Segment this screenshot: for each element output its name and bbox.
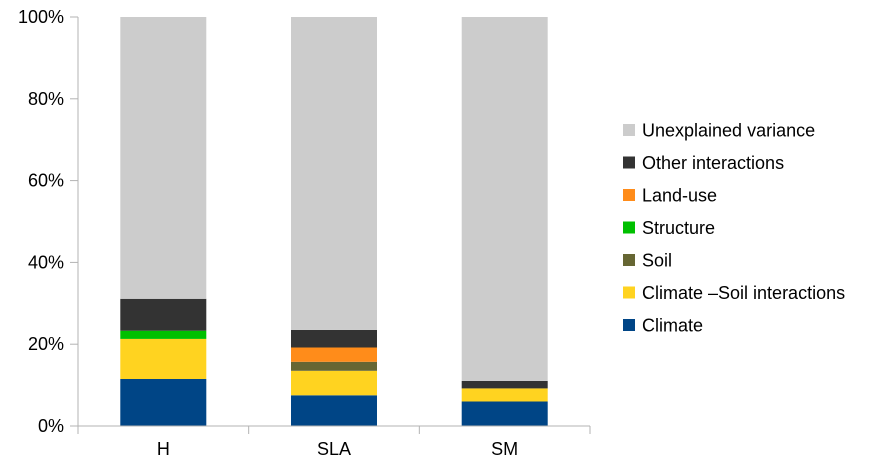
- bar-segment-sla-1: [291, 370, 377, 396]
- axes-group: 0% 20% 40% 60% 80% 100% H SLA SM: [18, 7, 591, 459]
- bar-segment-sm-0: [461, 401, 548, 426]
- legend-label: Soil: [642, 251, 672, 271]
- bar-segment-h-0: [120, 379, 207, 426]
- legend-label: Unexplained variance: [642, 121, 815, 141]
- bars-group: [120, 17, 548, 426]
- bar-segment-sla-6: [291, 17, 377, 330]
- bar-segment-sm-1: [461, 388, 548, 402]
- bar-segment-sla-5: [291, 329, 377, 348]
- legend: Unexplained variance Other interactions La…: [623, 121, 845, 336]
- y-tick-label: 20%: [28, 334, 64, 354]
- bar-segment-h-6: [120, 17, 207, 299]
- y-tick-label: 0%: [38, 416, 64, 436]
- legend-swatch: [623, 189, 635, 201]
- legend-swatch: [623, 156, 635, 169]
- legend-label: Structure: [642, 218, 715, 238]
- x-tick-label: SLA: [317, 439, 351, 459]
- bar-segment-sm-6: [461, 17, 548, 381]
- legend-label: Other interactions: [642, 153, 784, 173]
- legend-swatch: [623, 319, 635, 331]
- legend-swatch: [623, 124, 635, 136]
- legend-label: Land-use: [642, 186, 717, 206]
- bar-segment-h-1: [120, 338, 207, 379]
- y-tick-label: 40%: [28, 252, 64, 272]
- legend-swatch: [623, 286, 635, 299]
- y-tick-label: 100%: [18, 7, 64, 27]
- y-tick-label: 80%: [28, 89, 64, 109]
- legend-label: Climate –Soil interactions: [642, 283, 845, 303]
- x-tick-label: H: [157, 439, 170, 459]
- bar-segment-h-5: [120, 298, 207, 331]
- legend-swatch: [623, 221, 635, 234]
- bar-segment-sm-5: [461, 381, 548, 389]
- legend-label: Climate: [642, 316, 703, 336]
- legend-swatch: [623, 254, 635, 266]
- bar-segment-sla-4: [291, 347, 377, 362]
- bar-segment-sla-2: [291, 361, 377, 371]
- x-tick-label: SM: [491, 439, 518, 459]
- bar-segment-h-3: [120, 330, 207, 339]
- bar-segment-sla-0: [291, 395, 377, 426]
- y-tick-label: 60%: [28, 171, 64, 191]
